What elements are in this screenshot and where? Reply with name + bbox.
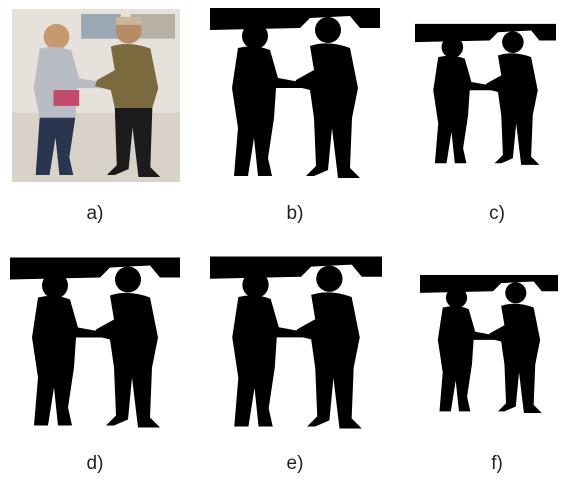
- panel-label: c): [489, 203, 505, 224]
- panel-label: d): [86, 453, 104, 474]
- segmentation-e: [210, 256, 382, 429]
- segmentation-c: [415, 23, 556, 165]
- panel-label: b): [286, 203, 304, 224]
- panel-label: f): [491, 453, 503, 474]
- segmentation-d: [10, 257, 180, 428]
- segmentation-f: [420, 274, 558, 413]
- panel-label: a): [86, 203, 104, 224]
- segmentation-b: [210, 8, 380, 178]
- photo-original: [12, 9, 180, 182]
- panel-label: e): [286, 453, 304, 474]
